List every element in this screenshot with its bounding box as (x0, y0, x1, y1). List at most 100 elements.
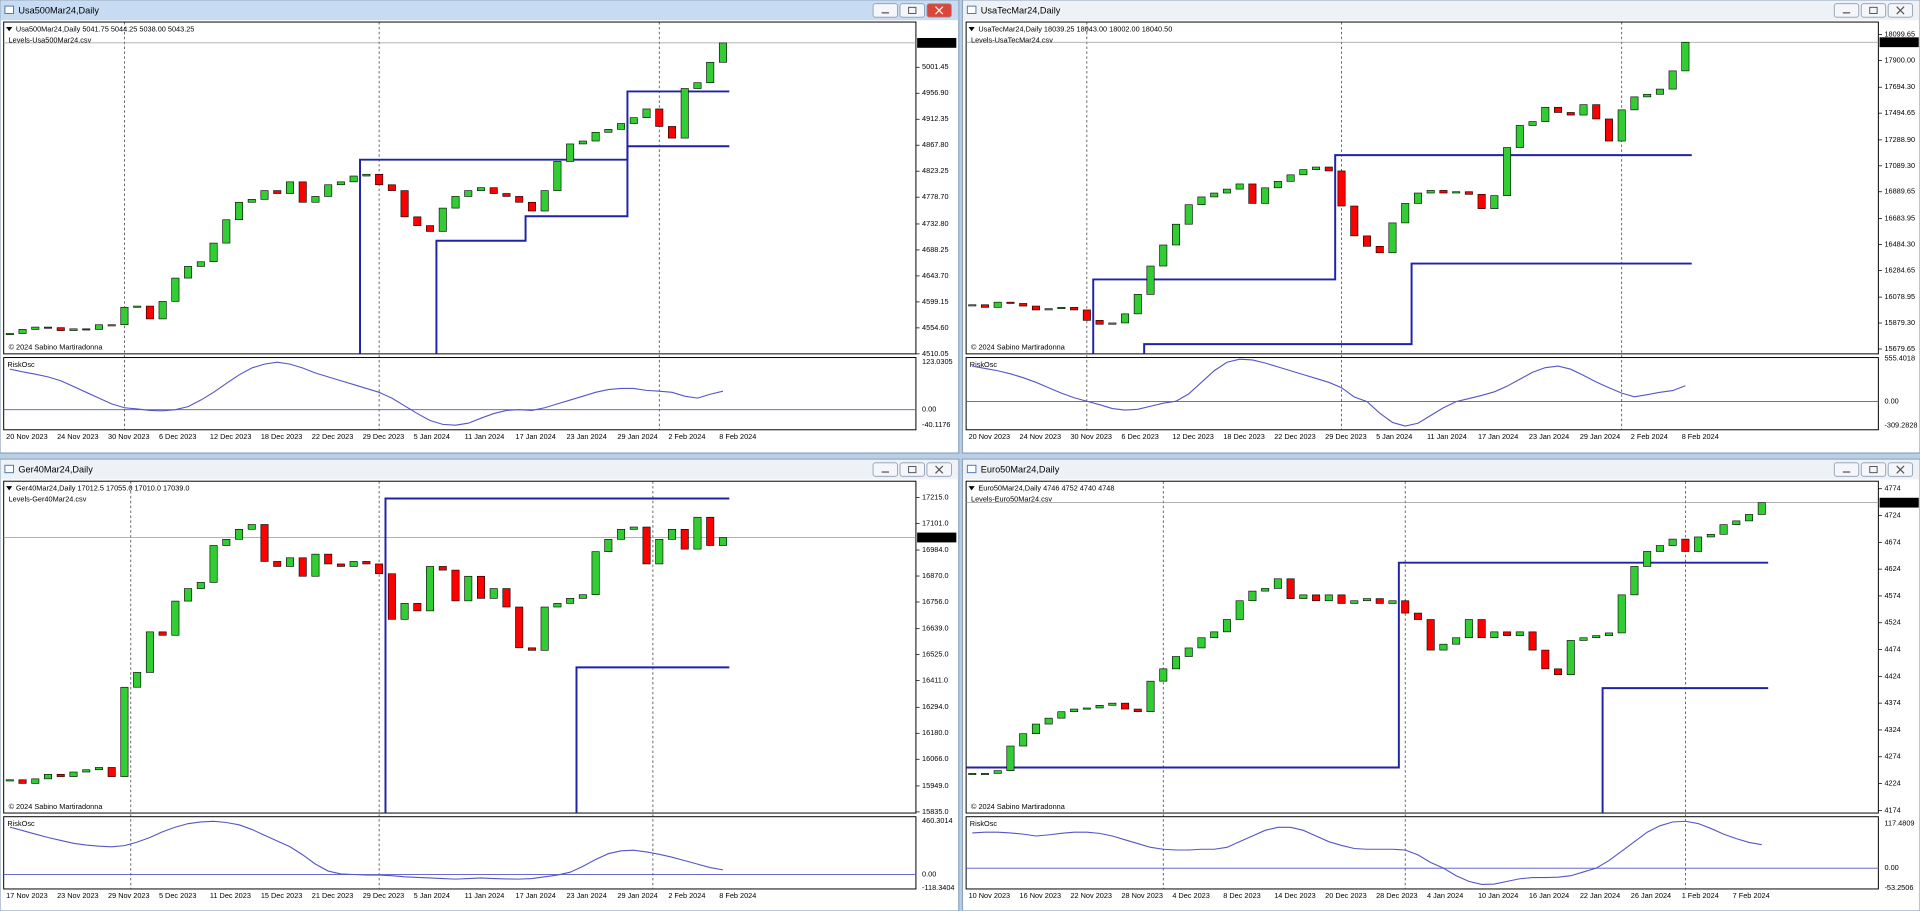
window-icon (4, 5, 14, 14)
maximize-button[interactable] (1860, 3, 1887, 18)
minimize-button[interactable] (872, 3, 898, 18)
candle (1324, 166, 1333, 172)
candle (107, 767, 116, 777)
candle (477, 575, 485, 599)
x-tick-label: 5 Jan 2024 (414, 891, 450, 900)
candle (706, 61, 715, 84)
candle (1363, 598, 1371, 602)
x-tick-label: 8 Dec 2023 (1223, 891, 1260, 900)
close-glyph (935, 6, 944, 15)
candle (642, 108, 651, 118)
candle (1159, 668, 1168, 682)
candle (1210, 192, 1219, 198)
candle (324, 184, 333, 197)
y-tick-label: 17215.0 (922, 492, 949, 501)
candle (362, 561, 371, 565)
x-tick-label: 11 Jan 2024 (465, 432, 505, 441)
candle (247, 524, 256, 530)
candle (1006, 301, 1015, 304)
y-tick-label: 4174 (1884, 805, 1900, 814)
close-glyph (1896, 6, 1905, 15)
candle (222, 539, 231, 546)
levels-file: Levels-Euro50Mar24.csv (971, 495, 1052, 504)
candles (968, 502, 1766, 775)
candle (604, 539, 613, 552)
maximize-button[interactable] (899, 462, 925, 477)
osc-line (972, 820, 1762, 885)
candle (1082, 309, 1091, 321)
osc-title: RiskOsc (970, 360, 998, 369)
candle (1503, 631, 1512, 636)
candle (311, 196, 320, 203)
candle (680, 528, 689, 550)
candle (980, 773, 989, 775)
copyright: © 2024 Sabino Martiradonna (9, 802, 104, 811)
osc-line (9, 361, 724, 426)
price-tag: 18040.50 (1882, 37, 1913, 46)
candle (1439, 643, 1448, 651)
candle (1108, 702, 1117, 706)
candle (5, 779, 14, 782)
minimize-button[interactable] (1833, 462, 1860, 477)
minimize-button[interactable] (872, 462, 898, 477)
candle (1044, 717, 1053, 725)
y-tick-label: 4574 (1884, 591, 1900, 600)
candle (718, 42, 727, 63)
osc-tick-label: 0.00 (1884, 863, 1898, 872)
price-tag-box (1879, 37, 1919, 48)
candle (1057, 711, 1066, 719)
candle (387, 184, 396, 191)
candle (171, 600, 180, 636)
candle (1248, 590, 1257, 602)
y-tick-label: 4732.80 (922, 219, 949, 228)
candle (184, 588, 193, 602)
x-tick-label: 5 Jan 2024 (414, 432, 450, 441)
candle (993, 770, 1002, 774)
candle (31, 326, 40, 330)
candle (1464, 191, 1473, 195)
levels (359, 90, 730, 354)
y-tick-label: 16484.30 (1884, 239, 1915, 248)
candle (1477, 619, 1486, 639)
chart-window: Usa500Mar24,Daily 5001.45 4956.90 4912.35 48… (0, 0, 960, 454)
candle (1197, 196, 1206, 206)
levels-file: Levels-Usa500Mar24.csv (9, 35, 92, 44)
candles (968, 41, 1690, 325)
candle (1515, 125, 1524, 148)
candle (553, 161, 562, 191)
candle (1184, 204, 1193, 225)
x-tick-label: 24 Nov 2023 (1020, 432, 1062, 441)
y-tick-label: 17900.00 (1884, 55, 1915, 64)
osc-tick-label: -53.2506 (1884, 883, 1913, 892)
candle (69, 328, 78, 331)
osc-tick-label: 555.4018 (1884, 354, 1915, 363)
candle (502, 588, 511, 608)
candle (1490, 631, 1499, 639)
candle (1401, 203, 1410, 224)
candle (1426, 190, 1435, 194)
candle (336, 563, 345, 567)
maximize-button[interactable] (1860, 462, 1887, 477)
candle (1655, 88, 1664, 95)
candle (1133, 294, 1142, 315)
candle (527, 647, 536, 651)
candle (1439, 190, 1448, 194)
minimize-button[interactable] (1833, 3, 1860, 18)
candle (655, 108, 664, 127)
y-tick-label: 4274 (1884, 752, 1900, 761)
candle (1554, 106, 1563, 113)
candle (120, 686, 129, 777)
osc-pane (3, 357, 917, 431)
candle (235, 528, 244, 540)
candle (655, 539, 664, 565)
candle (1235, 183, 1244, 190)
x-tick-label: 26 Jan 2024 (1631, 891, 1671, 900)
copyright: © 2024 Sabino Martiradonna (971, 802, 1066, 811)
candle (209, 242, 218, 263)
candle (413, 216, 422, 226)
maximize-button[interactable] (899, 3, 925, 18)
candle (336, 181, 345, 186)
candle (566, 143, 575, 162)
candle (1745, 514, 1754, 522)
y-tick-label: 4599.15 (922, 297, 949, 306)
